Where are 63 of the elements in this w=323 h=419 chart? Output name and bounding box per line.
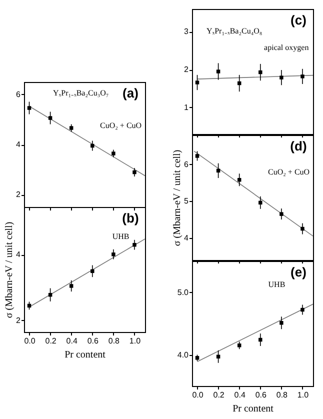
- point: [300, 74, 304, 78]
- annotation: (a): [122, 85, 138, 100]
- x-tick-label: 0.0: [24, 336, 36, 346]
- y-tick-label: 4.0: [177, 350, 190, 360]
- annotation: UHB: [112, 232, 130, 241]
- point: [280, 321, 284, 325]
- x-tick-label: 1.0: [297, 390, 310, 400]
- annotation: (d): [290, 138, 307, 154]
- x-tick-label: 0.6: [255, 390, 267, 400]
- x-tick-label: 1.0: [129, 336, 142, 346]
- point: [258, 70, 262, 74]
- x-tick-label: 0.8: [276, 390, 288, 400]
- point: [280, 212, 284, 216]
- y-axis-title: σ (Mbarn-eV / unit cell): [4, 222, 16, 318]
- point: [258, 200, 262, 205]
- x-tick-label: 0.2: [213, 390, 225, 400]
- y-tick-label: 5: [184, 196, 190, 206]
- point: [27, 106, 32, 110]
- y-tick-label: 3: [184, 27, 190, 36]
- point: [90, 269, 94, 274]
- point: [216, 70, 220, 74]
- y-tick-label: 2: [16, 316, 22, 325]
- annotation: (b): [122, 210, 139, 226]
- y-tick-label: 2: [16, 190, 22, 199]
- point: [112, 252, 116, 256]
- point: [112, 152, 116, 156]
- x-tick-label: 0.4: [66, 336, 78, 346]
- annotation: (c): [290, 12, 306, 28]
- y-tick-label: 6: [184, 160, 190, 169]
- x-tick-label: 0.0: [192, 390, 204, 400]
- y-tick-label: 4: [16, 140, 22, 149]
- annotation: YₓPr₁₋ₓBa₂Cu₄O₈: [206, 26, 262, 36]
- y-tick-label: 4: [16, 250, 22, 260]
- y-tick-label: 2: [184, 65, 190, 74]
- x-tick-label: 0.4: [234, 390, 246, 400]
- y-tick-label: 1: [184, 102, 190, 112]
- point: [132, 242, 136, 247]
- annotation: (e): [290, 264, 306, 280]
- point: [300, 226, 304, 231]
- y-tick-label: 5.0: [177, 288, 190, 297]
- point: [48, 116, 52, 120]
- annotation: YₓPr₁₋ₓBa₂Cu₃O₇: [53, 88, 109, 98]
- point: [90, 144, 94, 148]
- point: [280, 76, 284, 80]
- x-tick-label: 0.2: [45, 336, 57, 346]
- point: [195, 154, 200, 158]
- point: [258, 338, 262, 342]
- point: [69, 284, 74, 288]
- annotation: apical oxygen: [264, 42, 309, 52]
- annotation: CuO₂ + CuO: [100, 120, 142, 130]
- x-axis-title: Pr content: [64, 350, 106, 360]
- y-axis-title: σ (Mbarn-eV / unit cell): [172, 150, 184, 246]
- y-tick-label: 6: [16, 90, 22, 99]
- point: [69, 126, 74, 130]
- point: [300, 308, 304, 312]
- point: [132, 170, 136, 174]
- x-tick-label: 0.6: [87, 336, 99, 346]
- annotation: CuO₂ + CuO: [268, 168, 310, 176]
- x-axis-title: Pr content: [232, 404, 274, 414]
- point: [195, 80, 200, 84]
- y-tick-label: 4: [184, 233, 190, 242]
- x-tick-label: 0.8: [108, 336, 120, 346]
- annotation: UHB: [268, 280, 286, 289]
